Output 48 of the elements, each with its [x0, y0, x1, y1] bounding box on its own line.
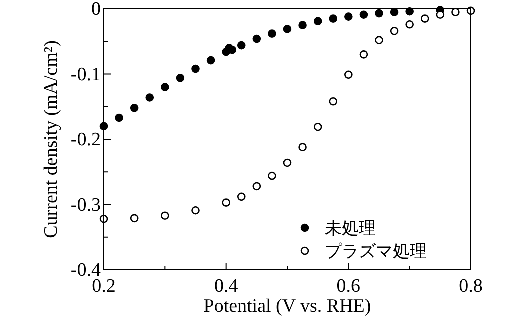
point	[344, 12, 353, 21]
point	[344, 70, 353, 80]
point	[314, 17, 322, 26]
y-tick-label: -0.3	[70, 194, 101, 216]
point	[237, 192, 246, 202]
y-tick-label: 0	[92, 0, 101, 20]
x-tick-label: 0.4	[214, 276, 239, 297]
x-tick-label: 0.2	[92, 276, 116, 297]
point	[115, 114, 124, 122]
x-tick-label: 0.6	[336, 276, 361, 297]
point	[298, 143, 307, 152]
point	[420, 14, 430, 23]
y-tick-label: -0.1	[70, 64, 101, 86]
point	[390, 8, 399, 16]
point	[237, 41, 246, 50]
point	[268, 172, 276, 180]
point	[146, 94, 154, 102]
point	[375, 9, 384, 18]
legend-label: プラズマ処理	[325, 242, 427, 261]
point	[283, 25, 292, 34]
point	[252, 182, 262, 191]
point	[390, 27, 399, 36]
point	[329, 14, 338, 23]
point	[283, 158, 292, 168]
point	[222, 198, 230, 207]
y-tick-label: -0.2	[70, 130, 101, 150]
point	[360, 50, 368, 59]
point	[192, 206, 200, 215]
point	[161, 83, 170, 92]
point	[161, 212, 170, 220]
point	[130, 214, 139, 223]
point	[406, 20, 414, 29]
point	[360, 10, 368, 20]
legend-label: 未処理	[325, 219, 376, 238]
y-axis-title: Current density (mA/cm²)	[41, 40, 62, 238]
point	[298, 21, 307, 30]
point	[192, 64, 200, 74]
point	[452, 8, 460, 16]
point	[268, 30, 276, 38]
point	[176, 74, 185, 82]
point	[130, 104, 139, 112]
x-axis-title: Potential (V vs. RHE)	[204, 296, 372, 317]
point	[314, 122, 322, 132]
point	[206, 56, 216, 65]
point	[329, 98, 338, 106]
point	[252, 34, 262, 44]
x-tick-label: 0.8	[459, 276, 483, 297]
point	[375, 36, 384, 44]
